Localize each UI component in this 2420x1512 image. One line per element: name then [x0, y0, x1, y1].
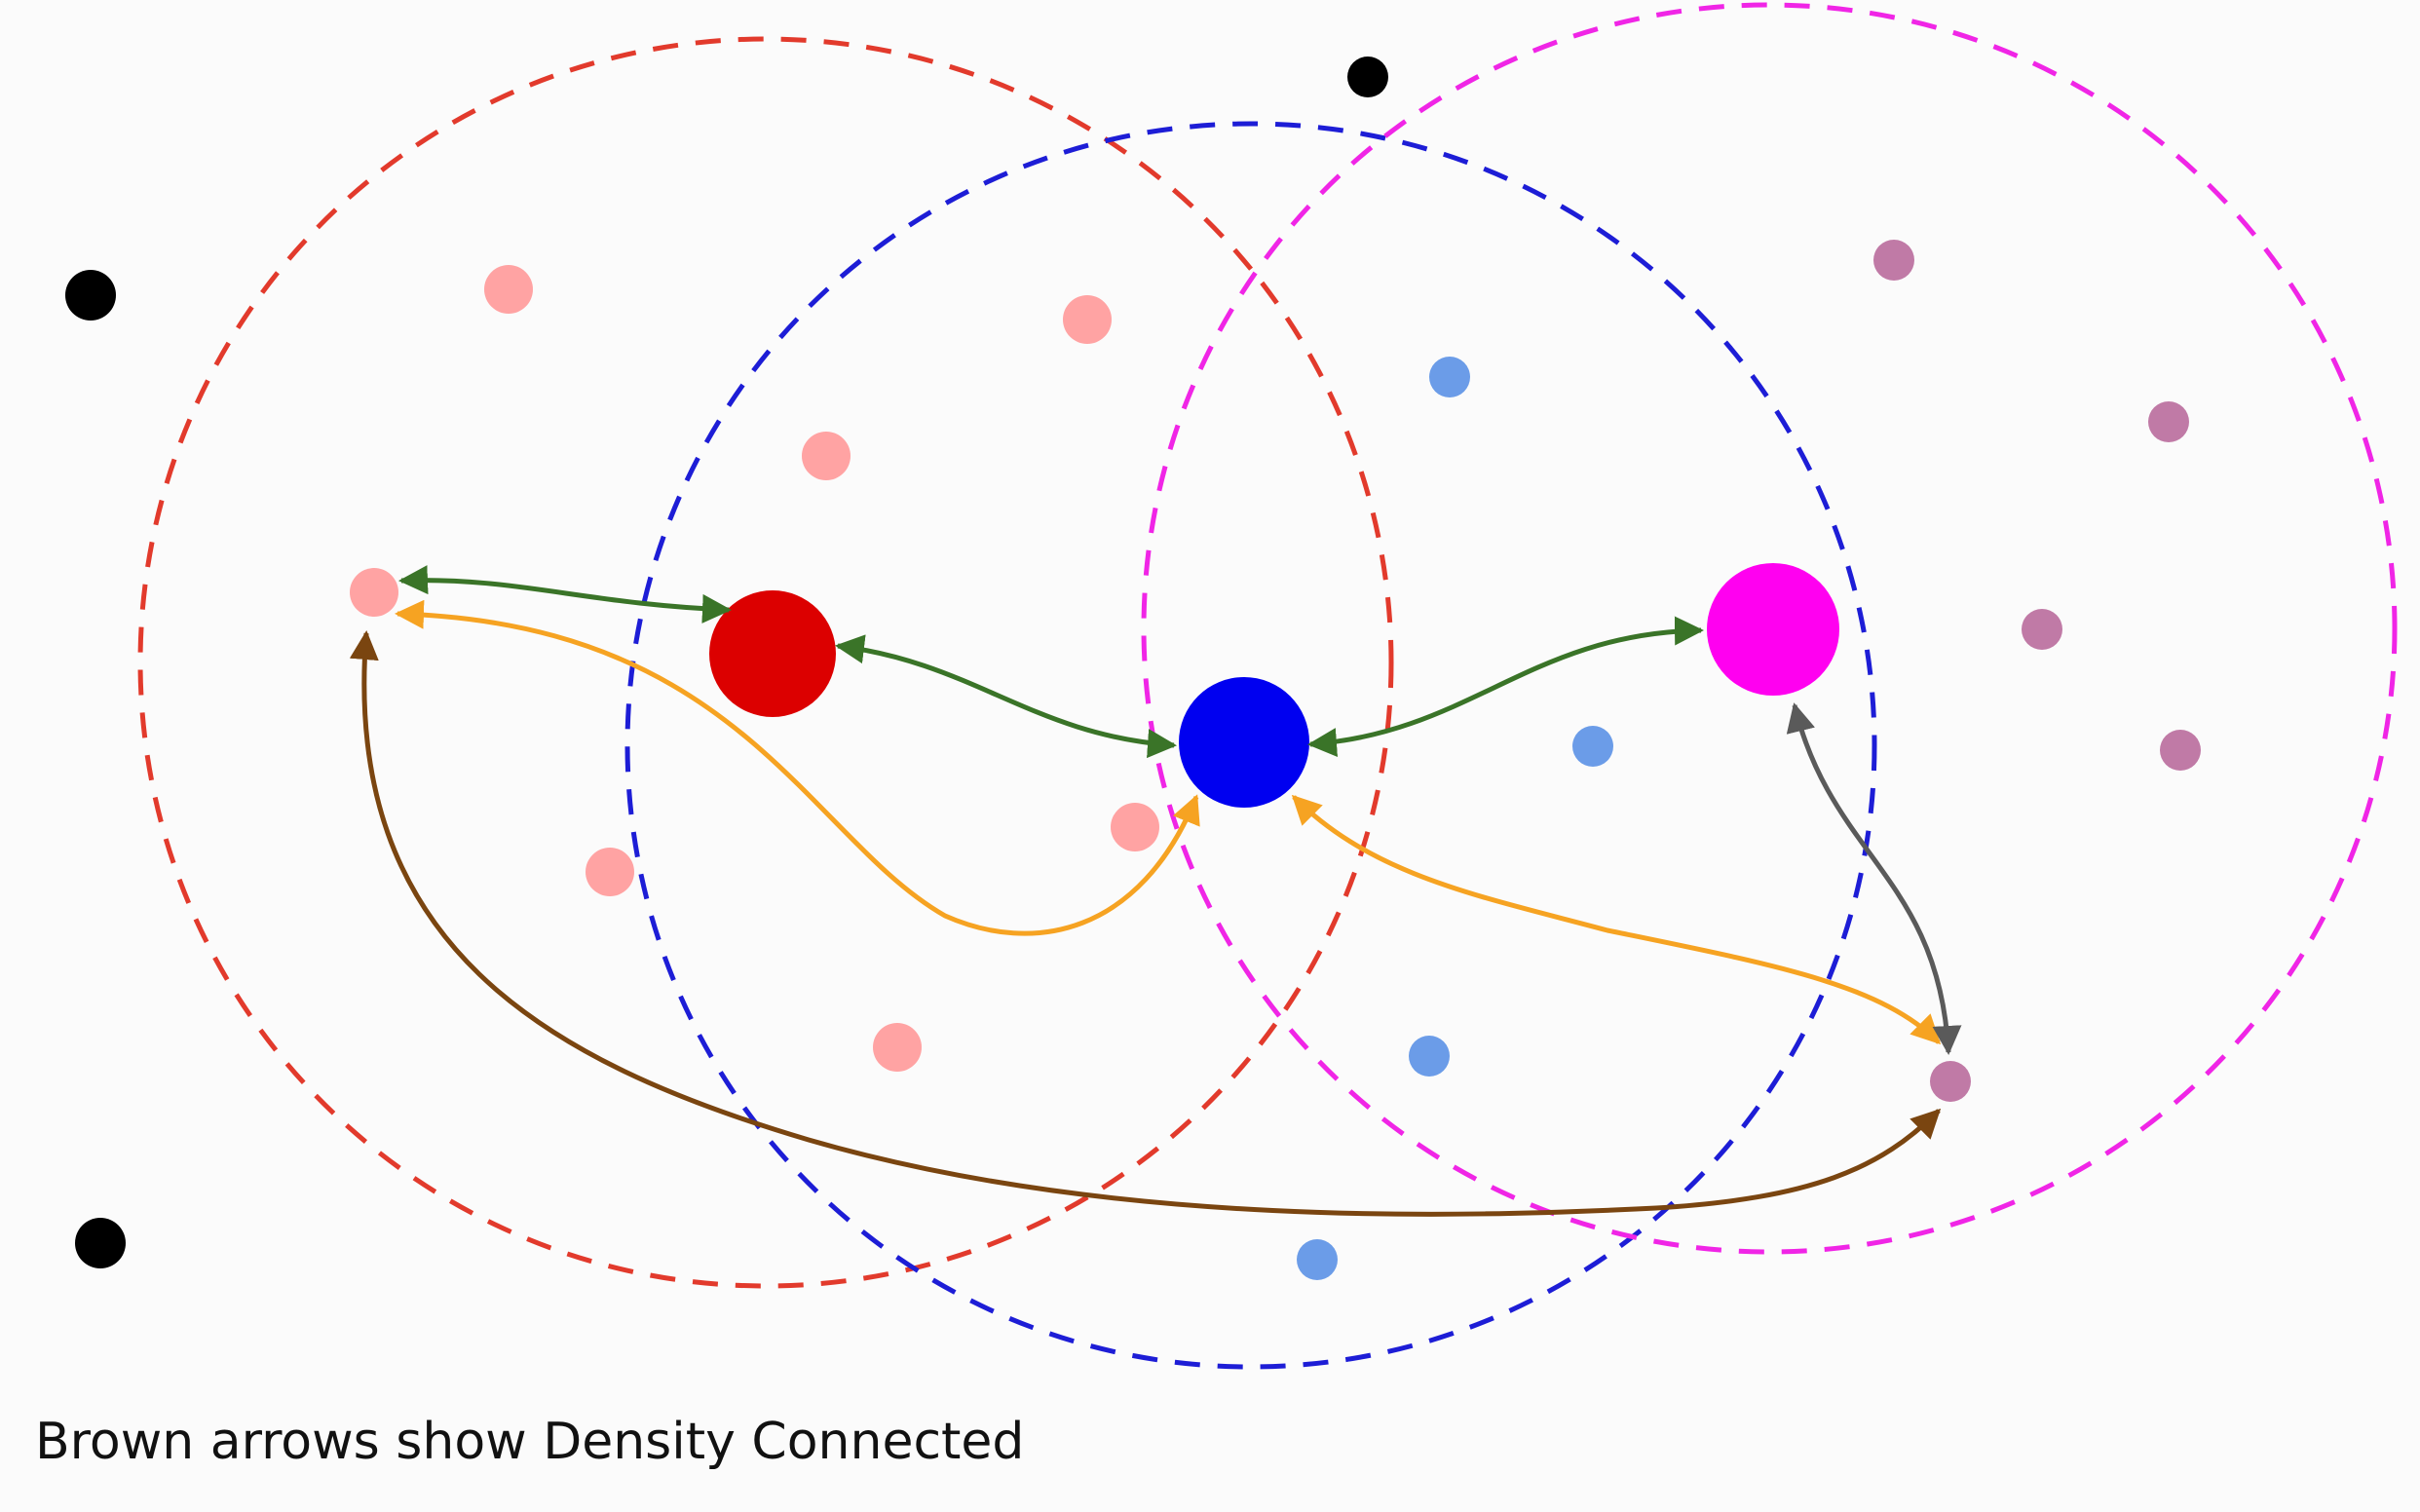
magenta-point — [2160, 730, 2201, 771]
red-point — [484, 265, 533, 314]
magenta-point — [1873, 240, 1914, 281]
core-points — [709, 563, 1839, 808]
blue-point — [1429, 357, 1470, 397]
brown-arrow-density-connected — [349, 630, 1942, 1217]
red-point — [1111, 803, 1159, 851]
red-point — [802, 432, 851, 480]
red-point — [586, 848, 634, 896]
magenta-border-point — [1930, 1061, 1971, 1102]
blue-point — [1572, 726, 1613, 767]
magenta-point — [2022, 609, 2062, 650]
magenta-epsilon-circle — [1141, 2, 2398, 1255]
blue-point — [1297, 1239, 1338, 1280]
red-point — [873, 1023, 922, 1072]
blue-point — [1409, 1036, 1450, 1077]
caption-text: Brown arrows show Density Connected — [35, 1413, 1025, 1471]
red-border-point — [350, 568, 398, 617]
green-arrow-blue-core-to-magenta-core — [1307, 616, 1704, 757]
magenta-point — [2148, 401, 2189, 442]
green-arrow-red-core-to-blue-core — [835, 634, 1177, 759]
noise-point — [1347, 57, 1388, 97]
noise-point — [75, 1218, 126, 1268]
noise-points — [65, 57, 1388, 1268]
green-arrow-red-point-to-red-core — [398, 565, 732, 624]
noise-point — [65, 270, 116, 321]
magenta-cluster-points — [1873, 240, 2201, 1102]
orange-arrow-blue-core-to-magenta-point — [1291, 794, 1942, 1045]
blue-cluster-points — [1297, 357, 1613, 1280]
red-point — [1063, 295, 1112, 344]
blue-core-point — [1179, 677, 1309, 808]
green-arrows — [398, 565, 1704, 759]
magenta-core-point — [1707, 563, 1839, 696]
